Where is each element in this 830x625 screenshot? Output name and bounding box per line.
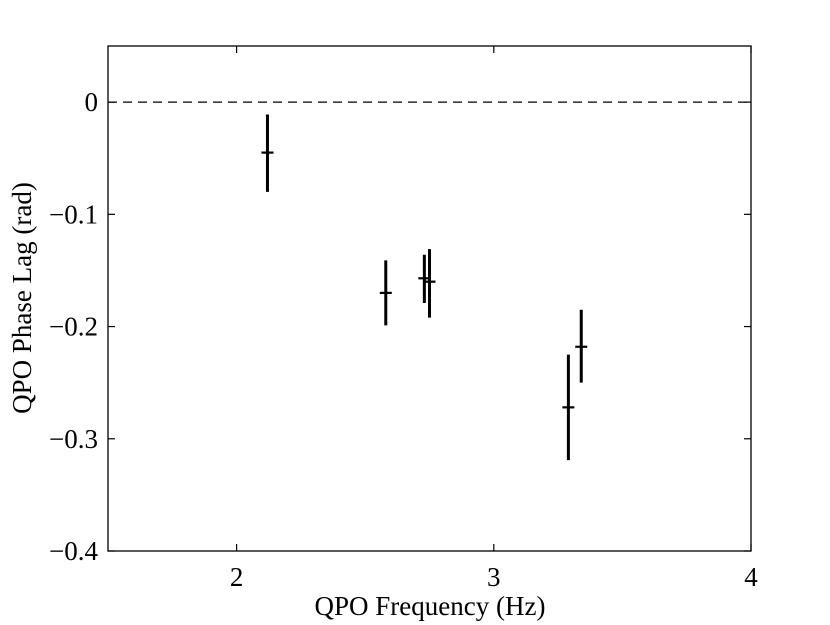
data-points bbox=[261, 114, 588, 461]
data-point bbox=[575, 309, 588, 383]
x-tick-label: 4 bbox=[744, 562, 758, 592]
data-point bbox=[379, 260, 392, 326]
data-point bbox=[562, 354, 575, 461]
data-point bbox=[423, 249, 436, 318]
y-tick-label: 0 bbox=[85, 87, 99, 117]
x-tick-label: 3 bbox=[487, 562, 501, 592]
y-tick-label: −0.3 bbox=[49, 424, 98, 454]
y-tick-label: −0.1 bbox=[49, 199, 98, 229]
y-tick-label: −0.4 bbox=[49, 536, 98, 566]
data-point bbox=[261, 114, 274, 192]
tick-layer: 2 3 4 0 −0.1 −0.2 −0.3 −0.4 bbox=[49, 46, 758, 592]
x-axis-label: QPO Frequency (Hz) bbox=[315, 591, 546, 621]
x-tick-label: 2 bbox=[230, 562, 244, 592]
y-axis-label: QPO Phase Lag (rad) bbox=[7, 182, 37, 414]
y-tick-label: −0.2 bbox=[49, 312, 98, 342]
